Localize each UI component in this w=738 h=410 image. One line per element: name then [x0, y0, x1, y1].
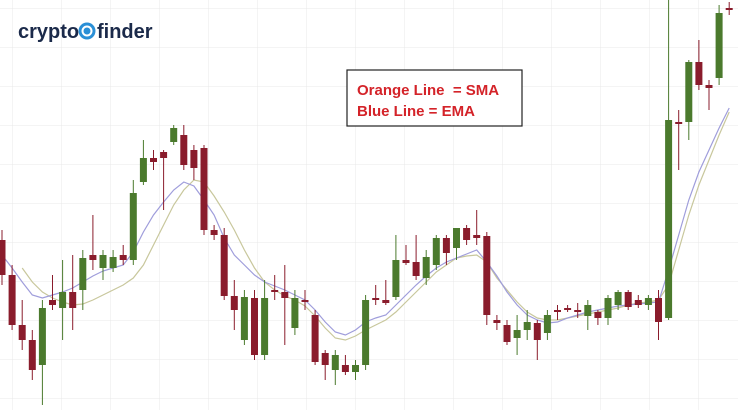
candle-body [210, 230, 218, 235]
candle-body [261, 298, 269, 355]
logo-right: finder [97, 21, 153, 43]
candle-body [624, 292, 632, 307]
candle-body [331, 355, 339, 370]
candle-body [79, 258, 87, 290]
candle-body [463, 228, 471, 240]
candle-body [150, 158, 157, 162]
candle-body [281, 292, 289, 298]
candle-body [614, 292, 622, 305]
candle-body [311, 315, 319, 362]
candle-body [453, 228, 460, 248]
candle-body [594, 312, 602, 318]
candle-body [372, 298, 380, 300]
candle-body [301, 300, 309, 302]
candle-body [412, 262, 420, 276]
candle-body [139, 158, 147, 182]
candle-body [49, 300, 56, 305]
candle-body [715, 13, 723, 78]
candle-body [634, 300, 642, 305]
candle-body [180, 135, 188, 165]
candle-body [402, 260, 410, 263]
candle-body [432, 238, 440, 265]
candle-body [644, 298, 652, 305]
candle-body [695, 62, 703, 85]
candle-body [129, 193, 137, 260]
candle-body [99, 255, 107, 268]
candle-body [513, 330, 521, 338]
candle-body [8, 275, 16, 325]
annotation: Orange Line = SMA [357, 82, 499, 99]
candle-body [533, 323, 541, 340]
candle-body [109, 257, 117, 268]
candle-body [574, 310, 582, 312]
candle-body [685, 62, 693, 122]
candle-body [564, 308, 572, 310]
candle-body [170, 128, 178, 142]
candle-body [503, 325, 511, 342]
candle-body [190, 150, 198, 168]
candle-body [59, 292, 67, 308]
candle-body [655, 298, 662, 322]
candle-body [89, 255, 97, 260]
candle-body [523, 322, 531, 330]
candle-body [240, 297, 248, 340]
candle-body [200, 148, 208, 230]
candle-body [341, 365, 349, 372]
logo-left: crypto [18, 21, 79, 43]
candle-body [251, 298, 258, 355]
candle-body [220, 235, 228, 296]
candle-body [271, 290, 279, 292]
legend-box: Orange Line = SMA Blue Line = EMA [346, 69, 523, 127]
candle-body [362, 300, 370, 365]
candle-body [675, 122, 683, 124]
candle-body [352, 365, 359, 372]
candle-body [392, 260, 400, 297]
candle-body [38, 308, 46, 365]
logo: crypto finder [18, 21, 153, 43]
logo-icon [78, 22, 96, 40]
candle-body [493, 320, 501, 323]
candle-body [382, 300, 390, 303]
candle-body [604, 298, 612, 318]
candle-body [483, 236, 491, 315]
candle-body [705, 85, 713, 88]
candle-body [18, 325, 26, 340]
candle-body [554, 310, 561, 312]
candle-body [28, 340, 36, 370]
candle-body [665, 120, 673, 318]
candle-body [725, 8, 733, 10]
candle-body [0, 240, 6, 275]
candle-body [230, 296, 238, 310]
candle-body [321, 353, 329, 365]
candle-body [69, 292, 77, 308]
candle-body [584, 305, 592, 316]
candle-body [473, 235, 481, 238]
candle-body [119, 255, 127, 260]
annotation: Blue Line = EMA [357, 103, 475, 120]
candle-body [543, 315, 551, 333]
candle-body [291, 298, 299, 328]
candle-body [442, 238, 450, 253]
candle-body [422, 257, 430, 278]
candle-body [160, 152, 168, 158]
